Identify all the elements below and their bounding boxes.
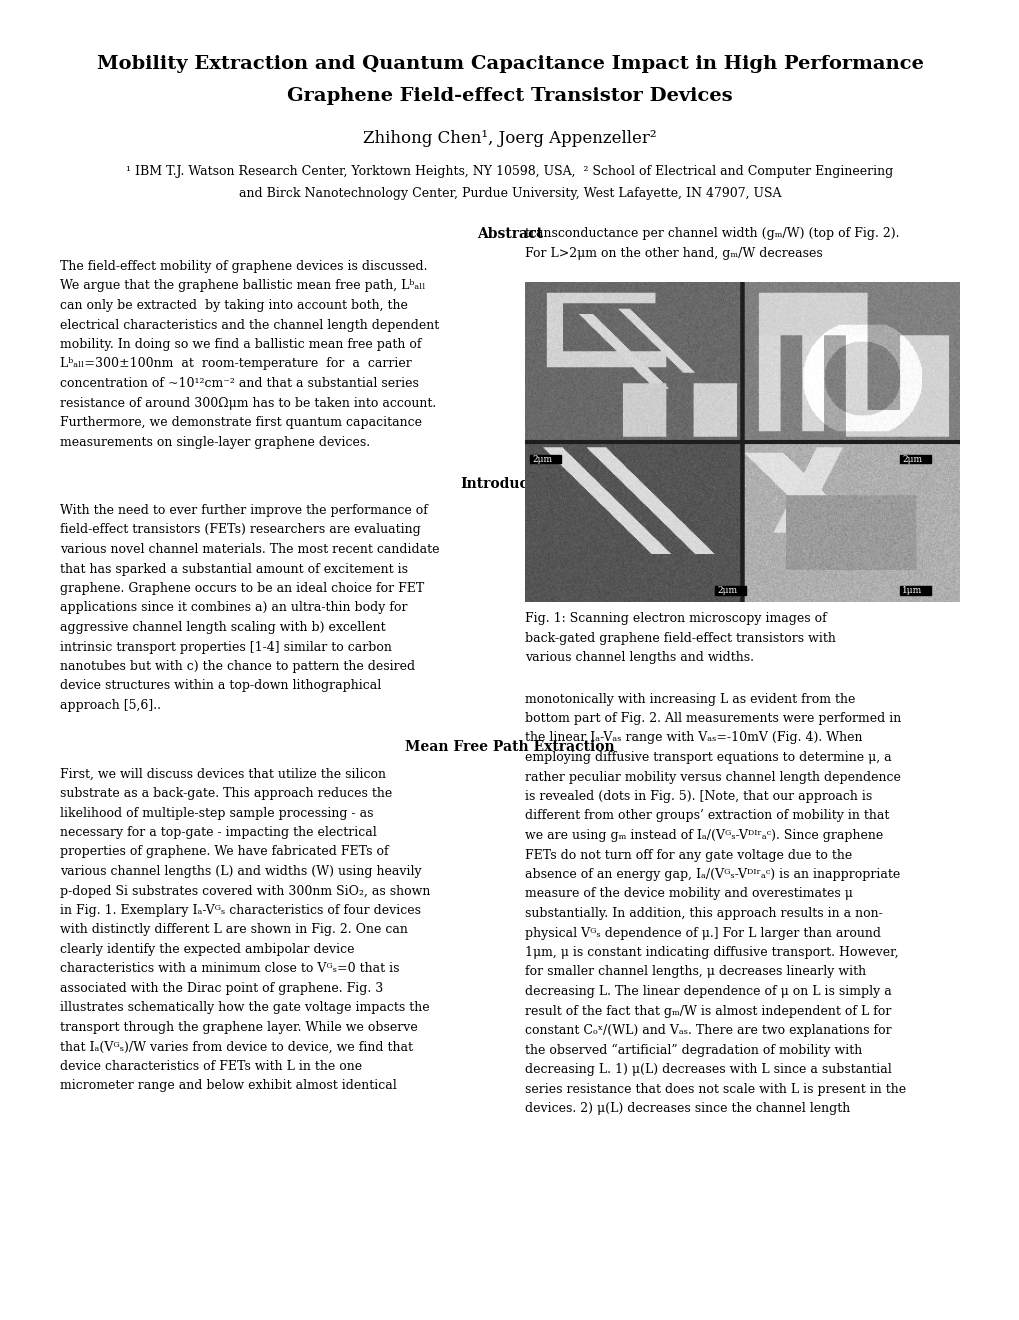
- Text: necessary for a top-gate - impacting the electrical: necessary for a top-gate - impacting the…: [60, 826, 376, 840]
- Text: concentration of ~10¹²cm⁻² and that a substantial series: concentration of ~10¹²cm⁻² and that a su…: [60, 378, 419, 389]
- Text: Abstract: Abstract: [477, 227, 542, 242]
- Text: Graphene Field-effect Transistor Devices: Graphene Field-effect Transistor Devices: [287, 87, 732, 106]
- Text: devices. 2) μ(L) decreases since the channel length: devices. 2) μ(L) decreases since the cha…: [525, 1102, 850, 1115]
- Text: various channel lengths (L) and widths (W) using heavily: various channel lengths (L) and widths (…: [60, 865, 421, 878]
- Text: bottom part of Fig. 2. All measurements were performed in: bottom part of Fig. 2. All measurements …: [525, 711, 901, 725]
- Text: physical Vᴳₛ dependence of μ.] For L larger than around: physical Vᴳₛ dependence of μ.] For L lar…: [525, 927, 880, 940]
- Text: graphene. Graphene occurs to be an ideal choice for FET: graphene. Graphene occurs to be an ideal…: [60, 582, 424, 595]
- Text: intrinsic transport properties [1-4] similar to carbon: intrinsic transport properties [1-4] sim…: [60, 640, 391, 653]
- Text: device structures within a top-down lithographical: device structures within a top-down lith…: [60, 680, 381, 693]
- Text: transport through the graphene layer. While we observe: transport through the graphene layer. Wh…: [60, 1020, 418, 1034]
- Text: different from other groups’ extraction of mobility in that: different from other groups’ extraction …: [525, 809, 889, 822]
- Text: For L>2μm on the other hand, gₘ/W decreases: For L>2μm on the other hand, gₘ/W decrea…: [525, 247, 822, 260]
- Text: in Fig. 1. Exemplary Iₐ-Vᴳₛ characteristics of four devices: in Fig. 1. Exemplary Iₐ-Vᴳₛ characterist…: [60, 904, 421, 917]
- Text: applications since it combines a) an ultra-thin body for: applications since it combines a) an ult…: [60, 602, 408, 615]
- Text: properties of graphene. We have fabricated FETs of: properties of graphene. We have fabricat…: [60, 846, 388, 858]
- Text: p-doped Si substrates covered with 300nm SiO₂, as shown: p-doped Si substrates covered with 300nm…: [60, 884, 430, 898]
- Bar: [900, 455, 929, 463]
- Text: measurements on single-layer graphene devices.: measurements on single-layer graphene de…: [60, 436, 370, 449]
- Text: various channel lengths and widths.: various channel lengths and widths.: [525, 651, 753, 664]
- Text: illustrates schematically how the gate voltage impacts the: illustrates schematically how the gate v…: [60, 1002, 429, 1015]
- Bar: [530, 455, 560, 463]
- Text: micrometer range and below exhibit almost identical: micrometer range and below exhibit almos…: [60, 1080, 396, 1093]
- Text: substrate as a back-gate. This approach reduces the: substrate as a back-gate. This approach …: [60, 787, 392, 800]
- Text: can only be extracted  by taking into account both, the: can only be extracted by taking into acc…: [60, 300, 408, 312]
- Text: resistance of around 300Ωμm has to be taken into account.: resistance of around 300Ωμm has to be ta…: [60, 396, 436, 409]
- Text: absence of an energy gap, Iₐ/(Vᴳₛ-Vᴰᴵʳₐᶜ) is an inappropriate: absence of an energy gap, Iₐ/(Vᴳₛ-Vᴰᴵʳₐᶜ…: [525, 869, 900, 880]
- Text: With the need to ever further improve the performance of: With the need to ever further improve th…: [60, 504, 427, 517]
- Text: decreasing L. The linear dependence of μ on L is simply a: decreasing L. The linear dependence of μ…: [525, 985, 891, 998]
- Text: series resistance that does not scale with L is present in the: series resistance that does not scale wi…: [525, 1082, 905, 1096]
- Text: nanotubes but with c) the chance to pattern the desired: nanotubes but with c) the chance to patt…: [60, 660, 415, 673]
- Text: substantially. In addition, this approach results in a non-: substantially. In addition, this approac…: [525, 907, 881, 920]
- Text: constant Cₒˣ/(WL) and Vₐₛ. There are two explanations for: constant Cₒˣ/(WL) and Vₐₛ. There are two…: [525, 1024, 891, 1038]
- Text: aggressive channel length scaling with b) excellent: aggressive channel length scaling with b…: [60, 620, 385, 634]
- Text: Lᵇₐₗₗ=300±100nm  at  room-temperature  for  a  carrier: Lᵇₐₗₗ=300±100nm at room-temperature for …: [60, 358, 412, 371]
- Text: mobility. In doing so we find a ballistic mean free path of: mobility. In doing so we find a ballisti…: [60, 338, 421, 351]
- Text: employing diffusive transport equations to determine μ, a: employing diffusive transport equations …: [525, 751, 891, 764]
- Text: device characteristics of FETs with L in the one: device characteristics of FETs with L in…: [60, 1060, 362, 1073]
- Text: is revealed (dots in Fig. 5). [Note, that our approach is: is revealed (dots in Fig. 5). [Note, tha…: [525, 789, 871, 803]
- Text: ¹ IBM T.J. Watson Research Center, Yorktown Heights, NY 10598, USA,  ² School of: ¹ IBM T.J. Watson Research Center, Yorkt…: [126, 165, 893, 178]
- Text: for smaller channel lengths, μ decreases linearly with: for smaller channel lengths, μ decreases…: [525, 965, 865, 978]
- Text: electrical characteristics and the channel length dependent: electrical characteristics and the chann…: [60, 318, 439, 331]
- Text: rather peculiar mobility versus channel length dependence: rather peculiar mobility versus channel …: [525, 771, 900, 784]
- Text: measure of the device mobility and overestimates μ: measure of the device mobility and overe…: [525, 887, 852, 900]
- Text: approach [5,6]..: approach [5,6]..: [60, 700, 161, 711]
- Text: Zhihong Chen¹, Joerg Appenzeller²: Zhihong Chen¹, Joerg Appenzeller²: [363, 129, 656, 147]
- Text: Furthermore, we demonstrate first quantum capacitance: Furthermore, we demonstrate first quantu…: [60, 416, 422, 429]
- Text: with distinctly different L are shown in Fig. 2. One can: with distinctly different L are shown in…: [60, 924, 408, 936]
- Text: that has sparked a substantial amount of excitement is: that has sparked a substantial amount of…: [60, 562, 408, 576]
- Text: various novel channel materials. The most recent candidate: various novel channel materials. The mos…: [60, 543, 439, 556]
- Bar: [900, 586, 929, 594]
- Text: that Iₐ(Vᴳₛ)/W varies from device to device, we find that: that Iₐ(Vᴳₛ)/W varies from device to dev…: [60, 1040, 413, 1053]
- Text: 2μm: 2μm: [532, 454, 552, 463]
- Text: the linear Iₐ-Vₐₛ range with Vₐₛ=-10mV (Fig. 4). When: the linear Iₐ-Vₐₛ range with Vₐₛ=-10mV (…: [525, 731, 862, 744]
- Text: likelihood of multiple-step sample processing - as: likelihood of multiple-step sample proce…: [60, 807, 373, 820]
- Text: the observed “artificial” degradation of mobility with: the observed “artificial” degradation of…: [525, 1044, 861, 1057]
- Text: Introduction: Introduction: [460, 477, 559, 491]
- Text: associated with the Dirac point of graphene. Fig. 3: associated with the Dirac point of graph…: [60, 982, 383, 995]
- Text: First, we will discuss devices that utilize the silicon: First, we will discuss devices that util…: [60, 767, 385, 780]
- Text: transconductance per channel width (gₘ/W) (top of Fig. 2).: transconductance per channel width (gₘ/W…: [525, 227, 899, 240]
- Text: and Birck Nanotechnology Center, Purdue University, West Lafayette, IN 47907, US: and Birck Nanotechnology Center, Purdue …: [238, 187, 781, 201]
- Text: Mean Free Path Extraction: Mean Free Path Extraction: [405, 741, 614, 755]
- Text: monotonically with increasing L as evident from the: monotonically with increasing L as evide…: [525, 693, 855, 705]
- Text: We argue that the graphene ballistic mean free path, Lᵇₐₗₗ: We argue that the graphene ballistic mea…: [60, 280, 425, 293]
- Text: 1μm: 1μm: [902, 586, 922, 595]
- Text: FETs do not turn off for any gate voltage due to the: FETs do not turn off for any gate voltag…: [525, 849, 852, 862]
- Text: characteristics with a minimum close to Vᴳₛ=0 that is: characteristics with a minimum close to …: [60, 962, 399, 975]
- Bar: [714, 586, 745, 594]
- Text: field-effect transistors (FETs) researchers are evaluating: field-effect transistors (FETs) research…: [60, 524, 421, 536]
- Text: result of the fact that gₘ/W is almost independent of L for: result of the fact that gₘ/W is almost i…: [525, 1005, 891, 1018]
- Text: we are using gₘ instead of Iₐ/(Vᴳₛ-Vᴰᴵʳₐᶜ). Since graphene: we are using gₘ instead of Iₐ/(Vᴳₛ-Vᴰᴵʳₐ…: [525, 829, 882, 842]
- Text: Mobility Extraction and Quantum Capacitance Impact in High Performance: Mobility Extraction and Quantum Capacita…: [97, 55, 922, 73]
- Text: decreasing L. 1) μ(L) decreases with L since a substantial: decreasing L. 1) μ(L) decreases with L s…: [525, 1063, 891, 1076]
- Text: clearly identify the expected ambipolar device: clearly identify the expected ambipolar …: [60, 942, 355, 956]
- Text: Fig. 1: Scanning electron microscopy images of: Fig. 1: Scanning electron microscopy ima…: [525, 612, 826, 624]
- Text: The field-effect mobility of graphene devices is discussed.: The field-effect mobility of graphene de…: [60, 260, 427, 273]
- Text: back-gated graphene field-effect transistors with: back-gated graphene field-effect transis…: [525, 631, 835, 644]
- Text: 2μm: 2μm: [902, 454, 921, 463]
- Text: 1μm, μ is constant indicating diffusive transport. However,: 1μm, μ is constant indicating diffusive …: [525, 946, 898, 960]
- Text: 2μm: 2μm: [716, 586, 737, 595]
